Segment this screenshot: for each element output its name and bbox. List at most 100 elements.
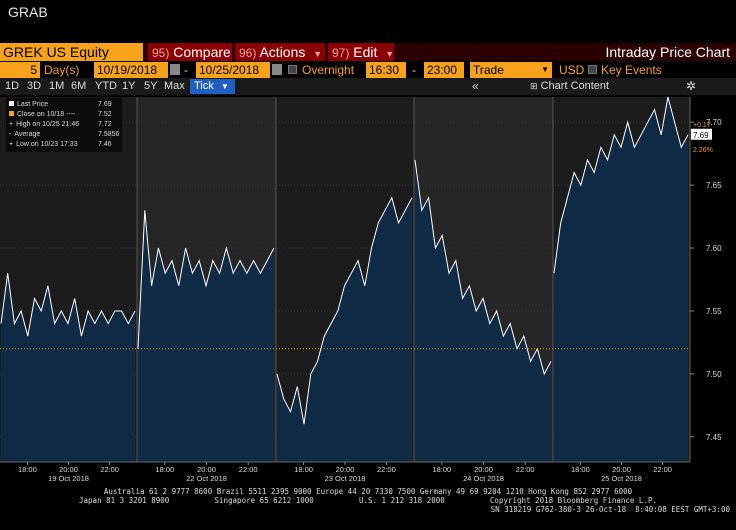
y-tick-label: 7.60 [706, 244, 722, 253]
chart-content-button[interactable]: ⊞ Chart Content [530, 78, 609, 95]
edit-number: 97) [332, 46, 350, 60]
price-area [138, 210, 274, 462]
legend-label: Close on 10/18 ---- [17, 111, 76, 118]
actions-button[interactable]: 96) Actions ▼ [235, 43, 325, 61]
axis-background [690, 97, 736, 462]
x-day-label: 19 Oct 2018 [48, 474, 89, 483]
change-label: +0.17 [693, 122, 711, 129]
period-6m[interactable]: 6M [71, 80, 87, 92]
end-date-input[interactable]: 10/25/2018 [196, 62, 270, 78]
x-tick-label: 20:00 [336, 465, 355, 474]
period-bar [0, 78, 736, 95]
currency-label[interactable]: USD [559, 63, 585, 77]
y-tick-label: 7.50 [706, 370, 722, 379]
legend-item: Last Price 7.69 [9, 100, 112, 109]
overnight-checkbox[interactable] [288, 65, 297, 74]
price-area [554, 97, 688, 462]
time-separator: - [412, 63, 416, 77]
y-axis: 7.70 7.65 7.60 7.55 7.50 7.45 [689, 97, 722, 462]
period-5y[interactable]: 5Y [144, 80, 158, 92]
overnight-label: Overnight [302, 63, 355, 77]
price-lines [0, 96, 689, 462]
y-tick-label: 7.45 [706, 433, 722, 442]
dash-icon: - [9, 131, 12, 138]
last-price-box [691, 128, 712, 140]
dropdown-arrow-icon: ▼ [313, 49, 323, 59]
compare-button[interactable]: 95) Compare [148, 43, 232, 61]
x-tick-label: 22:00 [377, 465, 396, 474]
price-line [414, 159, 552, 376]
footer-contacts-2: Japan 81 3 3201 8900 Singapore 65 6212 1… [79, 496, 657, 505]
legend-value: 7.69 [98, 101, 112, 108]
gear-icon[interactable]: ✲ [686, 79, 697, 93]
tick-dropdown[interactable]: Tick ▼ [190, 79, 235, 94]
legend-label: Low on 10/23 17:33 [16, 141, 78, 148]
footer-contacts: Australia 61 2 9777 8600 Brazil 5511 239… [103, 487, 633, 496]
y-tick-label: 7.55 [706, 307, 722, 316]
actions-label: Actions [259, 44, 306, 60]
x-tick-label: 20:00 [197, 465, 216, 474]
x-tick-label: 20:00 [612, 465, 631, 474]
end-time-input[interactable]: 23:00 [424, 62, 464, 78]
edit-label: Edit [353, 44, 378, 60]
chart-title: Intraday Price Chart [605, 44, 731, 60]
x-tick-label: 20:00 [474, 465, 493, 474]
legend-item: + High on 10/25 21:46 7.72 [9, 120, 112, 129]
price-area [415, 159, 551, 462]
window-title: GRAB [8, 4, 48, 20]
y-tick-label: 7.65 [706, 181, 722, 190]
period-ytd[interactable]: YTD [95, 80, 117, 92]
x-tick-label: 22:00 [516, 465, 535, 474]
source-value: Trade [473, 63, 504, 77]
source-select[interactable]: Trade ▼ [470, 62, 552, 78]
legend-label: High on 10/25 21:46 [16, 121, 80, 128]
legend-value: 7.46 [98, 141, 112, 148]
period-1y[interactable]: 1Y [122, 80, 136, 92]
chart-icon: ⊞ [530, 81, 538, 91]
period-max[interactable]: Max [164, 80, 185, 92]
start-date-input[interactable]: 10/19/2018 [94, 62, 168, 78]
days-count-input[interactable]: 5 [0, 62, 40, 78]
start-time-input[interactable]: 16:30 [366, 62, 406, 78]
change-pct-label: 2.26% [693, 147, 713, 154]
price-line [137, 210, 275, 349]
compare-number: 95) [152, 46, 170, 60]
x-day-label: 25 Oct 2018 [601, 474, 642, 483]
price-chart[interactable]: 7.70 7.65 7.60 7.55 7.50 7.45 18:00 20:00 22:00… [0, 95, 736, 485]
price-line [0, 273, 136, 337]
x-tick-label: 18:00 [294, 465, 313, 474]
calendar-icon[interactable] [272, 64, 282, 75]
x-tick-label: 18:00 [155, 465, 174, 474]
period-1d[interactable]: 1D [5, 80, 20, 92]
date-separator: - [184, 63, 188, 77]
x-axis: 18:00 20:00 22:00 18:00 20:00 22:00 18:00 20:00… [0, 461, 690, 483]
collapse-icon[interactable]: « [472, 79, 479, 93]
x-tick-label: 22:00 [239, 465, 258, 474]
swatch-icon [9, 101, 14, 106]
x-tick-label: 22:00 [100, 465, 119, 474]
legend-value: 7.52 [98, 111, 112, 118]
edit-button[interactable]: 97) Edit ▼ [328, 43, 394, 61]
legend-label: Last Price [17, 101, 49, 108]
period-3d[interactable]: 3D [27, 80, 42, 92]
x-tick-label: 18:00 [18, 465, 37, 474]
chart-content-label: Chart Content [540, 80, 610, 92]
key-events-label: Key Events [601, 63, 662, 77]
price-area [1, 273, 135, 462]
dropdown-arrow-icon: ▼ [541, 65, 549, 74]
legend-value: 7.72 [98, 121, 112, 128]
period-1m[interactable]: 1M [49, 80, 65, 92]
legend-label: Average [14, 131, 41, 138]
ticker-field[interactable]: GREK US Equity [0, 43, 143, 61]
swatch-icon [9, 111, 14, 116]
x-tick-label: 18:00 [571, 465, 590, 474]
calendar-icon[interactable] [170, 64, 180, 75]
x-day-label: 23 Oct 2018 [325, 474, 366, 483]
price-line [553, 96, 689, 274]
legend-item: - Average 7.5856 [9, 130, 119, 139]
x-day-label: 24 Oct 2018 [463, 474, 504, 483]
key-events-checkbox[interactable] [588, 65, 597, 74]
legend-value: 7.5856 [98, 131, 120, 138]
compare-label: Compare [173, 44, 231, 60]
plus-icon: + [9, 121, 14, 128]
